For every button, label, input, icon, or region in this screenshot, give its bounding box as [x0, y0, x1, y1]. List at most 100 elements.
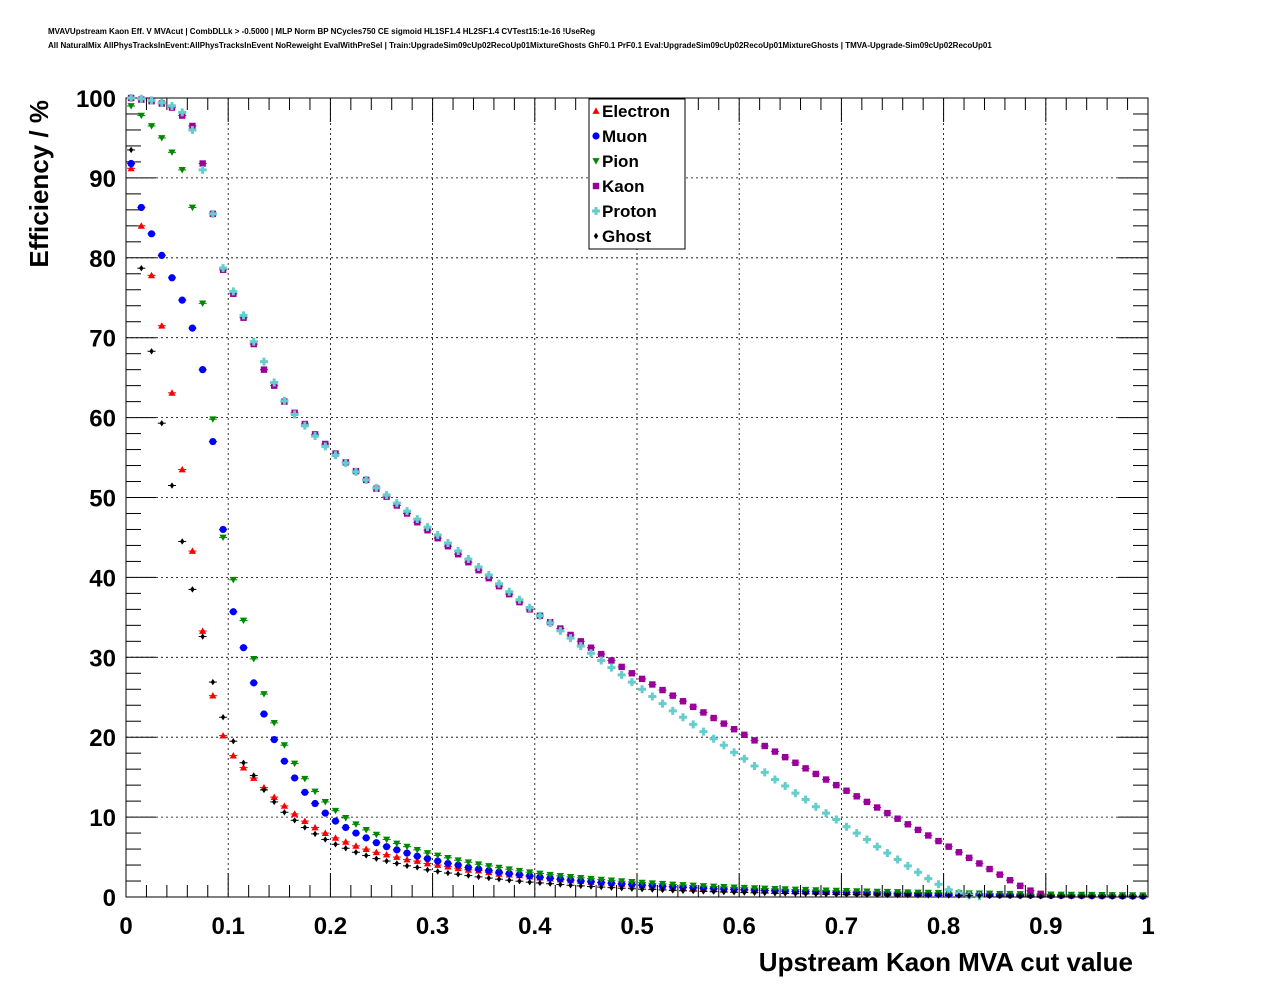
- ghost-point: [1058, 893, 1064, 900]
- pion-point: [485, 863, 493, 870]
- proton-point: [515, 595, 524, 604]
- pion-point: [546, 871, 554, 879]
- proton-point: [382, 491, 391, 500]
- kaon-point: [955, 849, 963, 856]
- pion-point: [699, 883, 708, 890]
- muon-point: [474, 865, 483, 873]
- x-tick-labels: 0 0.1 0.2 0.3 0.4 0.5 0.6 0.7 0.8 0.9 1: [119, 913, 1154, 940]
- kaon-point: [812, 770, 820, 778]
- y-tick-label: 80: [89, 246, 116, 273]
- ghost-point: [609, 884, 614, 891]
- ghost-point: [302, 824, 308, 831]
- muon-point: [188, 324, 197, 332]
- ghost-point: [220, 714, 226, 721]
- muon-point: [127, 159, 135, 168]
- proton-point: [433, 531, 442, 540]
- ghost-point: [619, 885, 624, 892]
- pion-point: [587, 875, 595, 883]
- electron-point: [127, 164, 135, 172]
- proton-point: [944, 885, 953, 894]
- muon-point: [372, 839, 380, 847]
- ghost-point: [1069, 893, 1074, 900]
- grid-lines: [126, 98, 1148, 897]
- ghost-point: [1120, 893, 1125, 900]
- ghost-point: [558, 881, 563, 888]
- proton-point: [893, 855, 902, 864]
- pion-point: [710, 883, 718, 891]
- pion-point: [383, 836, 391, 844]
- electron-point: [158, 322, 166, 329]
- kaon-point: [781, 753, 789, 761]
- ghost-point: [752, 889, 757, 896]
- chart-title-line-1: MVAVUpstream Kaon Eff. V MVAcut | CombDL…: [48, 27, 596, 36]
- pion-point: [260, 691, 268, 698]
- muon-point: [321, 809, 329, 817]
- electron-point: [188, 547, 197, 554]
- ghost-point: [936, 892, 941, 899]
- legend-marker-kaon: [592, 182, 600, 190]
- ghost-point: [721, 888, 727, 896]
- proton-point: [474, 563, 483, 572]
- proton-point: [668, 706, 677, 715]
- kaon-point: [260, 366, 268, 373]
- ghost-point: [711, 888, 716, 895]
- pion-point: [301, 775, 309, 783]
- electron-point: [199, 627, 207, 634]
- kaon-point: [659, 686, 666, 694]
- pion-point: [781, 886, 789, 893]
- kaon-point: [199, 160, 206, 167]
- ghost-point: [793, 890, 798, 897]
- x-tick-label: 0.1: [212, 913, 245, 940]
- ghost-point: [190, 586, 195, 593]
- ghost-point: [966, 892, 972, 899]
- proton-point: [852, 829, 861, 838]
- proton-point: [914, 868, 923, 877]
- ghost-point: [660, 886, 665, 894]
- ghost-point: [537, 879, 543, 887]
- proton-point: [883, 849, 892, 858]
- kaon-point: [904, 821, 912, 828]
- proton-point: [300, 421, 309, 430]
- legend-box: [588, 98, 686, 250]
- ghost-point: [762, 889, 767, 897]
- electron-point: [423, 859, 432, 867]
- pion-point: [474, 861, 483, 868]
- legend-marker-pion: [592, 158, 600, 165]
- kaon-point: [873, 804, 881, 811]
- ghost-point: [394, 860, 400, 867]
- ghost-point: [527, 878, 532, 886]
- x-tick-label: 0.8: [927, 913, 960, 940]
- ghost-point: [1079, 893, 1084, 900]
- pion-point: [495, 864, 503, 872]
- y-tick-labels: 0 10 20 30 40 50 60 70 80 90 100: [76, 86, 116, 912]
- pion-point: [188, 204, 197, 212]
- series-proton: [127, 94, 984, 901]
- ghost-point: [834, 891, 839, 898]
- proton-point: [842, 822, 851, 831]
- pion-point: [229, 576, 237, 584]
- ghost-point: [864, 891, 870, 898]
- x-tick-label: 0: [119, 913, 132, 940]
- electron-point: [321, 829, 329, 836]
- kaon-point: [976, 860, 983, 867]
- pion-point: [137, 112, 145, 120]
- pion-point: [342, 815, 350, 822]
- kaon-point: [802, 765, 809, 772]
- kaon-point: [720, 720, 728, 727]
- pion-point: [791, 886, 800, 894]
- proton-point: [535, 611, 544, 620]
- proton-point: [587, 649, 596, 658]
- electron-point: [352, 842, 360, 849]
- muon-point: [464, 863, 472, 872]
- pion-point: [669, 881, 677, 889]
- pion-point: [291, 760, 299, 768]
- proton-point: [464, 555, 473, 564]
- ghost-point: [343, 845, 348, 852]
- proton-point: [525, 603, 534, 612]
- ghost-point: [599, 883, 604, 891]
- pion-point: [219, 534, 227, 542]
- legend-label-pion: Pion: [602, 152, 639, 171]
- ghost-point: [251, 772, 256, 779]
- ghost-point: [782, 890, 788, 897]
- muon-point: [199, 366, 207, 374]
